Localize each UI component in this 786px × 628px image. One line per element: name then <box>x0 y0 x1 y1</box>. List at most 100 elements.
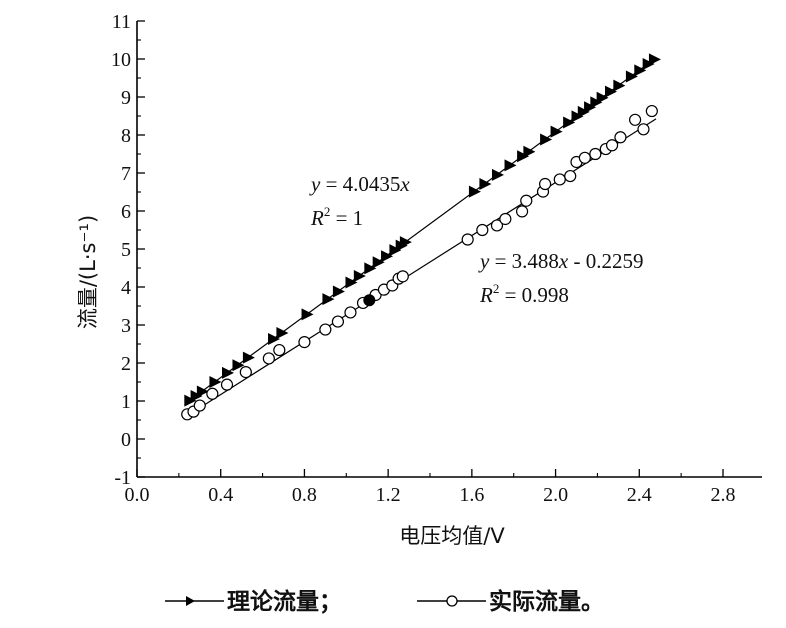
point-theoretical <box>517 150 530 163</box>
point-actual <box>578 151 591 164</box>
x-tick-label: 2.4 <box>627 484 652 506</box>
fit-line-actual <box>186 118 657 417</box>
point-actual <box>476 223 489 237</box>
y-tick-label: 9 <box>121 87 131 109</box>
y-tick-label: 8 <box>121 125 131 147</box>
point-theoretical <box>184 394 197 407</box>
point-actual <box>344 306 357 319</box>
equation-theoretical: y = 4.0435x R2 = 1 <box>309 172 410 230</box>
point-theoretical <box>642 57 655 70</box>
legend: 理论流量； 实际流量。 <box>165 588 604 615</box>
point-actual <box>206 387 219 400</box>
point-theoretical <box>399 236 412 249</box>
point-theoretical <box>468 185 481 198</box>
point-theoretical <box>345 276 358 289</box>
y-tick-label: 4 <box>121 277 131 299</box>
point-actual <box>637 123 650 136</box>
point-actual <box>396 270 409 283</box>
point-actual <box>589 147 602 161</box>
x-tick-label: 2.8 <box>711 484 736 506</box>
point-theoretical <box>540 133 553 146</box>
point-actual <box>520 194 533 207</box>
y-tick-label: 7 <box>121 163 131 185</box>
point-actual <box>539 177 552 191</box>
point-theoretical <box>196 385 209 398</box>
point-theoretical <box>648 53 661 66</box>
point-actual <box>461 233 474 246</box>
axes-layer: -1 0 1 2 3 4 5 6 7 8 9 10 11 0.0 0.4 0.8 1.2 1.6 2.0 2.4 2.8 <box>111 11 762 506</box>
point-theoretical <box>634 64 647 77</box>
point-actual <box>273 343 286 357</box>
point-theoretical <box>625 70 638 83</box>
y-tick-label: 11 <box>112 11 131 33</box>
point-theoretical <box>479 178 492 191</box>
point-theoretical <box>563 116 576 129</box>
y-tick-label: 3 <box>121 315 131 337</box>
point-actual <box>614 131 627 144</box>
plot-layer <box>181 53 661 421</box>
point-actual <box>319 323 332 336</box>
x-tick-label: 2.0 <box>543 484 568 506</box>
legend-label-actual: 实际流量。 <box>489 588 604 615</box>
highlight-point <box>363 294 376 307</box>
point-theoretical <box>276 326 289 339</box>
point-theoretical <box>550 125 563 138</box>
point-theoretical <box>372 256 385 269</box>
legend-label-theoretical: 理论流量； <box>227 588 342 615</box>
point-theoretical <box>301 308 314 321</box>
point-actual <box>193 399 206 412</box>
point-theoretical <box>242 351 255 364</box>
y-tick-label: 5 <box>121 239 131 261</box>
point-actual <box>499 212 512 226</box>
point-actual <box>298 336 311 349</box>
point-theoretical <box>364 262 377 275</box>
point-theoretical <box>523 145 536 158</box>
point-actual <box>645 104 658 118</box>
svg-text:R2 = 1: R2 = 1 <box>310 204 363 230</box>
point-actual <box>239 366 252 379</box>
point-actual <box>515 205 529 218</box>
y-tick-label: 0 <box>121 429 131 451</box>
point-theoretical <box>322 293 335 306</box>
x-tick-label: 0.0 <box>125 484 150 506</box>
y-axis-title: 流量/(L·s⁻¹) <box>76 215 100 329</box>
point-theoretical <box>209 376 222 388</box>
x-tick-label: 0.8 <box>292 484 317 506</box>
x-tick-label: 0.4 <box>208 484 233 506</box>
y-tick-label: 1 <box>121 391 131 413</box>
point-actual <box>564 169 577 183</box>
point-theoretical <box>190 390 203 403</box>
point-theoretical <box>353 269 366 282</box>
legend-marker-actual <box>446 595 458 607</box>
point-actual <box>220 378 234 391</box>
point-actual <box>605 139 619 152</box>
equation-actual: y = 3.488x - 0.2259 R2 = 0.998 <box>478 249 644 307</box>
point-theoretical <box>389 244 402 257</box>
point-theoretical <box>221 366 234 379</box>
point-actual <box>553 173 566 186</box>
svg-text:y = 4.0435x: y = 4.0435x <box>309 172 410 196</box>
point-theoretical <box>381 250 394 263</box>
svg-text:y = 3.488x - 0.2259: y = 3.488x - 0.2259 <box>478 249 644 273</box>
point-actual <box>262 352 275 365</box>
point-theoretical <box>577 105 590 118</box>
point-theoretical <box>232 359 245 372</box>
x-tick-label: 1.6 <box>459 484 484 506</box>
point-actual <box>628 113 642 126</box>
x-tick-label: 1.2 <box>376 484 401 506</box>
point-theoretical <box>571 110 584 123</box>
point-theoretical <box>613 79 626 92</box>
y-tick-label: 6 <box>121 201 131 223</box>
point-theoretical <box>504 159 517 172</box>
x-axis-title: 电压均值/V <box>399 524 505 548</box>
point-theoretical <box>590 96 603 109</box>
point-theoretical <box>604 85 617 98</box>
point-actual <box>490 219 504 232</box>
point-theoretical <box>584 101 597 114</box>
y-tick-label: 10 <box>111 49 131 71</box>
point-theoretical <box>596 91 609 104</box>
legend-marker-theoretical <box>186 596 195 606</box>
point-actual <box>331 315 345 328</box>
point-theoretical <box>491 168 504 181</box>
